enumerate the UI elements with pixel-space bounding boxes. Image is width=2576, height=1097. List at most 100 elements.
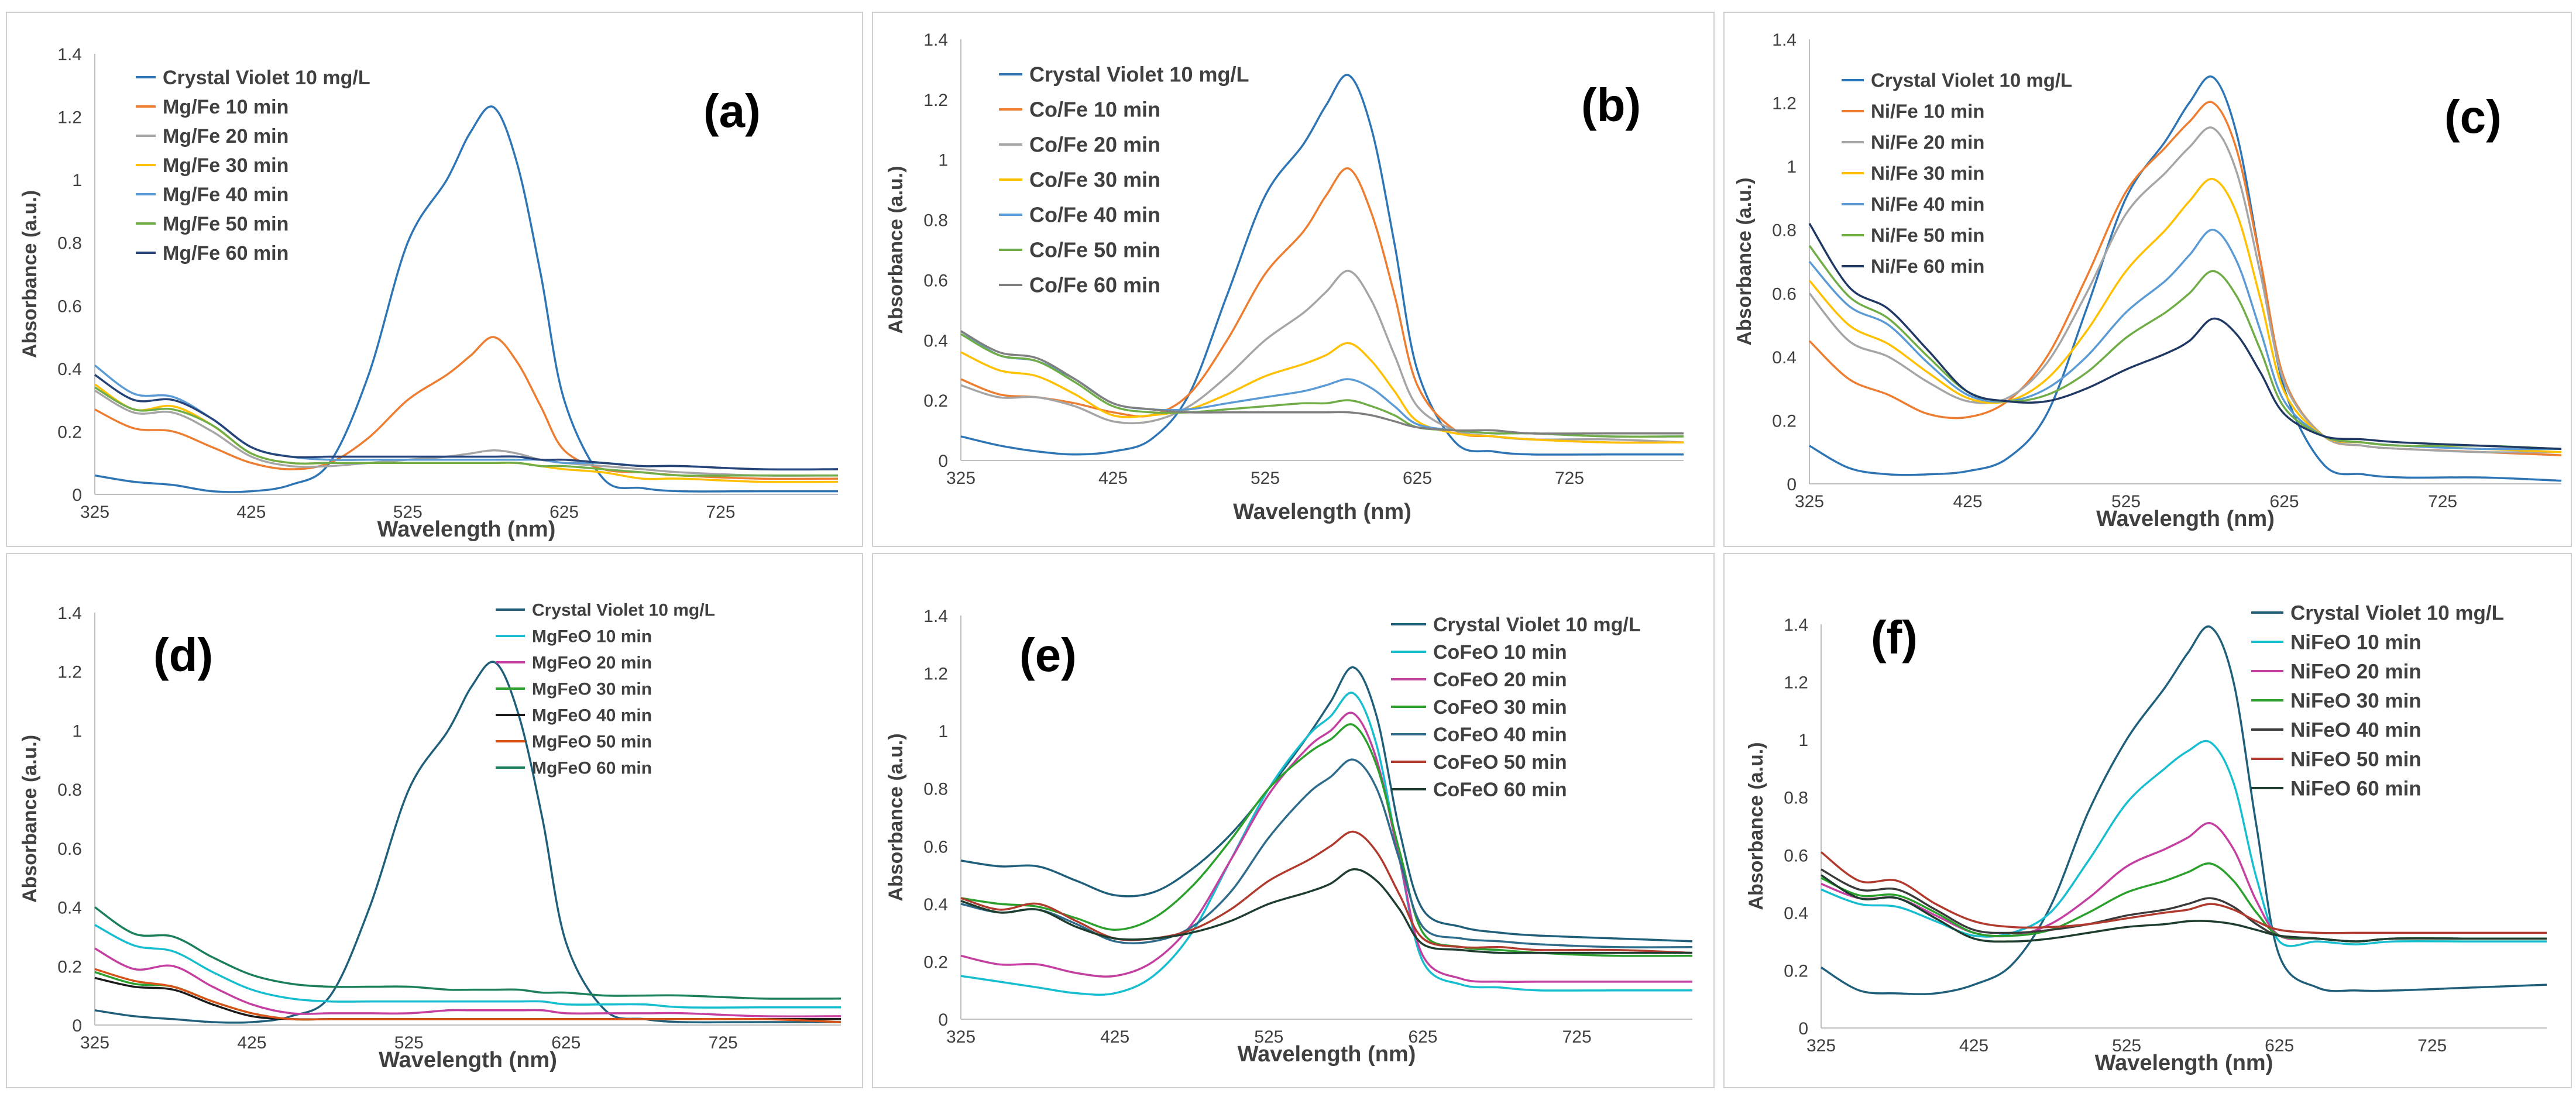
y-tick-label: 1.4 — [57, 604, 82, 623]
series-line-5 — [94, 386, 838, 477]
y-tick-label: 1.2 — [923, 665, 948, 684]
x-tick-label: 525 — [2111, 492, 2141, 511]
panel-label: (c) — [2444, 91, 2502, 143]
series-line-0 — [94, 105, 838, 493]
y-tick-label: 0.8 — [1784, 789, 1808, 808]
legend-entry: Mg/Fe 40 min — [163, 184, 288, 206]
series-line-3 — [94, 971, 841, 1021]
series-line-0 — [960, 74, 1684, 456]
y-tick-label: 0.4 — [1784, 904, 1808, 923]
series-line-6 — [1808, 222, 2562, 451]
x-tick-label: 725 — [1562, 1027, 1592, 1047]
y-tick-label: 1 — [938, 722, 948, 741]
series-line-6 — [94, 906, 842, 1000]
legend-entry: CoFeO 20 min — [1433, 669, 1567, 691]
y-tick-label: 0.6 — [57, 297, 82, 316]
chart-svg: 0 0.2 0.4 0.6 0.8 1 1.2 1.4 325 425 525 625 725 Wavel… — [1745, 601, 2547, 1075]
legend-entry: MgFeO 40 min — [532, 706, 652, 725]
y-tick-label: 0.4 — [57, 360, 82, 379]
legend-entry: Ni/Fe 20 min — [1871, 132, 1984, 153]
legend-entry: Co/Fe 60 min — [1029, 273, 1160, 297]
panel-label: (d) — [153, 629, 213, 681]
legend-entry: Crystal Violet 10 mg/L — [532, 601, 715, 620]
x-axis-label: Wavelength (nm) — [379, 1048, 557, 1072]
x-tick-label: 325 — [80, 503, 109, 522]
series-line-0 — [1809, 75, 2562, 482]
y-tick-label: 0.6 — [57, 840, 82, 859]
x-tick-label: 725 — [709, 1033, 738, 1053]
series-line-6 — [94, 374, 839, 471]
y-tick-label: 0.6 — [923, 271, 948, 290]
y-tick-label: 1.2 — [923, 91, 948, 110]
chart-svg: 0 0.2 0.4 0.6 0.8 1 1.2 1.4 325 425 525 625 725 Wavel… — [885, 607, 1693, 1067]
chart-panel-b: 0 0.2 0.4 0.6 0.8 1 1.2 1.4 325 425 525 625 725 Wavel… — [872, 12, 1715, 547]
legend-entry: Ni/Fe 10 min — [1871, 101, 1984, 122]
series-line-1 — [960, 692, 1692, 996]
x-tick-label: 425 — [1098, 469, 1128, 488]
legend-entry: Co/Fe 10 min — [1029, 98, 1160, 122]
y-tick-label: 1 — [72, 171, 82, 190]
chart-svg: 0 0.2 0.4 0.6 0.8 1 1.2 1.4 325 425 525 625 725 Wavel… — [19, 601, 842, 1072]
legend-entry: Crystal Violet 10 mg/L — [1871, 70, 2072, 91]
y-tick-label: 1 — [938, 151, 948, 170]
legend-entry: CoFeO 10 min — [1433, 641, 1567, 663]
legend-entry: NiFeO 20 min — [2290, 660, 2422, 683]
y-tick-label: 0.8 — [57, 780, 82, 800]
x-tick-label: 525 — [2112, 1036, 2141, 1055]
y-tick-label: 0.2 — [57, 422, 82, 442]
y-tick-label: 0.6 — [1772, 284, 1797, 304]
x-tick-label: 625 — [2265, 1036, 2294, 1055]
legend-entry: Co/Fe 40 min — [1029, 203, 1160, 227]
x-tick-label: 325 — [946, 469, 976, 488]
series-line-4 — [960, 330, 1684, 438]
y-tick-label: 1 — [1787, 157, 1797, 177]
x-tick-label: 425 — [236, 503, 266, 522]
x-tick-label: 425 — [1953, 492, 1982, 511]
legend-entry: CoFeO 50 min — [1433, 751, 1567, 773]
legend-entry: Mg/Fe 50 min — [163, 213, 288, 235]
y-tick-label: 0.4 — [1772, 348, 1797, 367]
x-tick-label: 725 — [2428, 492, 2457, 511]
y-tick-label: 0 — [938, 452, 948, 471]
x-tick-label: 625 — [1408, 1027, 1437, 1047]
legend-entry: Mg/Fe 60 min — [163, 242, 288, 264]
y-tick-label: 1.2 — [1784, 673, 1808, 693]
y-tick-label: 0.2 — [1772, 411, 1797, 431]
y-tick-label: 0.6 — [923, 837, 948, 857]
y-axis-label: Absorbance (a.u.) — [19, 190, 41, 358]
y-tick-label: 0.8 — [923, 780, 948, 799]
series-line-2 — [94, 389, 839, 477]
legend-entry: Co/Fe 30 min — [1029, 168, 1160, 192]
y-tick-label: 0.4 — [57, 899, 82, 918]
legend-entry: Ni/Fe 50 min — [1871, 225, 1984, 246]
panel-label: (a) — [703, 85, 761, 137]
legend-entry: CoFeO 30 min — [1433, 696, 1567, 718]
series-line-5 — [1820, 851, 2547, 934]
x-tick-label: 325 — [80, 1033, 109, 1053]
x-tick-label: 725 — [1555, 469, 1584, 488]
series-line-3 — [960, 723, 1693, 957]
y-tick-label: 0.8 — [57, 234, 82, 253]
series-line-3 — [960, 342, 1684, 444]
y-tick-label: 0.6 — [1784, 846, 1808, 865]
series-line-2 — [1821, 822, 2547, 943]
series-line-0 — [960, 666, 1693, 943]
panel-label: (b) — [1581, 79, 1641, 131]
legend-entry: Mg/Fe 30 min — [163, 154, 288, 177]
series-line-0 — [1821, 625, 2547, 995]
x-tick-label: 725 — [706, 503, 735, 522]
legend-entry: NiFeO 40 min — [2290, 718, 2422, 741]
series-line-4 — [1821, 868, 2547, 943]
y-axis-label: Absorbance (a.u.) — [885, 166, 907, 333]
y-tick-label: 0.2 — [1784, 961, 1808, 981]
x-tick-label: 525 — [394, 1033, 424, 1053]
legend-entry: CoFeO 40 min — [1433, 724, 1567, 746]
y-tick-label: 1.4 — [57, 45, 82, 64]
y-tick-label: 1.4 — [1772, 30, 1797, 50]
y-tick-label: 0.2 — [923, 952, 948, 972]
legend-entry: Crystal Violet 10 mg/L — [163, 67, 370, 89]
x-axis-label: Wavelength (nm) — [2095, 1051, 2273, 1075]
legend-entry: MgFeO 50 min — [532, 733, 652, 752]
x-tick-label: 325 — [1806, 1036, 1836, 1055]
series-line-3 — [1821, 862, 2547, 943]
